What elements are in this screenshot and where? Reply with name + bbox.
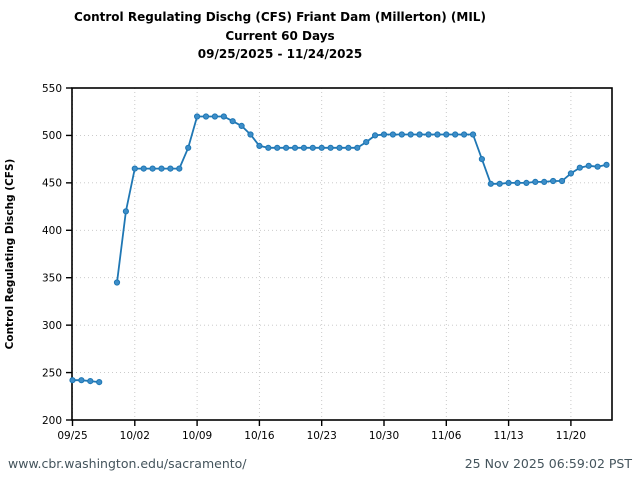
data-point: [238, 122, 245, 130]
data-point: [283, 144, 290, 151]
data-point: [185, 144, 192, 151]
data-point: [202, 113, 210, 120]
data-point: [318, 144, 325, 151]
data-point: [523, 179, 530, 186]
data-point: [469, 131, 477, 138]
x-tick-label: 10/16: [244, 430, 275, 442]
data-point: [131, 165, 138, 172]
data-point: [585, 162, 592, 169]
data-point: [96, 379, 103, 386]
data-point: [220, 113, 227, 120]
data-point: [158, 165, 165, 172]
y-tick-label: 500: [42, 130, 62, 142]
data-point: [274, 144, 281, 151]
data-point: [291, 144, 299, 151]
data-point: [327, 144, 334, 151]
data-point: [425, 131, 432, 138]
data-point: [149, 165, 156, 172]
y-tick-label: 250: [42, 367, 62, 379]
data-point: [300, 144, 307, 151]
data-point: [380, 131, 388, 138]
data-point: [389, 131, 396, 138]
y-tick-label: 450: [42, 178, 62, 190]
plot-frame: [71, 87, 613, 421]
chart-subtitle: Current 60 Days: [225, 28, 335, 43]
data-point: [416, 131, 423, 138]
data-point: [496, 180, 503, 187]
chart-title: Control Regulating Dischg (CFS) Friant D…: [74, 10, 486, 24]
data-point: [514, 179, 521, 186]
data-line: [71, 115, 608, 383]
x-tick-label: 09/25: [57, 430, 87, 442]
data-point: [576, 164, 583, 171]
chart-title-block: Control Regulating Dischg (CFS) Friant D…: [0, 8, 560, 64]
data-point: [336, 144, 343, 151]
data-point: [122, 208, 130, 215]
data-point: [256, 142, 263, 149]
data-point: [87, 378, 94, 385]
data-point: [78, 377, 85, 384]
footer-timestamp: 25 Nov 2025 06:59:02 PST: [464, 456, 632, 471]
x-tick-label: 10/02: [120, 430, 150, 442]
data-point: [558, 177, 566, 185]
chart-date-range: 09/25/2025 - 11/24/2025: [197, 47, 363, 62]
y-tick-label: 300: [42, 320, 62, 332]
data-point: [532, 178, 539, 185]
data-point: [443, 131, 450, 138]
x-tick-label: 11/13: [493, 430, 523, 442]
data-point: [247, 131, 254, 138]
data-point: [309, 144, 316, 151]
y-tick-label: 400: [42, 225, 62, 237]
data-point: [265, 144, 272, 151]
data-point: [194, 113, 201, 120]
data-point: [113, 279, 121, 286]
x-tick-label: 10/30: [369, 430, 399, 442]
data-point: [407, 131, 414, 138]
data-point: [541, 178, 548, 185]
data-point: [211, 113, 218, 120]
data-point: [505, 179, 512, 186]
y-tick-label: 550: [42, 83, 62, 95]
data-point: [603, 161, 610, 168]
data-point: [398, 131, 405, 138]
data-point: [363, 139, 370, 146]
data-point: [487, 180, 494, 187]
data-point: [550, 177, 557, 185]
footer-url: www.cbr.washington.edu/sacramento/: [8, 456, 247, 471]
data-point: [452, 131, 459, 138]
footer: www.cbr.washington.edu/sacramento/ 25 No…: [0, 452, 640, 480]
data-point: [176, 165, 183, 172]
data-point: [354, 144, 361, 151]
data-point: [69, 377, 76, 384]
x-tick-label: 11/20: [556, 430, 586, 442]
data-point: [478, 156, 485, 163]
data-point: [140, 165, 147, 172]
data-point: [594, 163, 601, 170]
data-point: [567, 170, 575, 177]
data-point: [167, 165, 174, 172]
y-tick-label: 350: [42, 273, 62, 285]
data-point: [434, 131, 441, 138]
data-point: [372, 132, 379, 139]
data-point: [461, 131, 468, 138]
x-tick-label: 11/06: [431, 430, 462, 442]
x-tick-label: 10/09: [182, 430, 212, 442]
data-point: [229, 118, 236, 125]
data-point: [345, 144, 352, 151]
y-tick-label: 200: [42, 415, 62, 427]
x-tick-label: 10/23: [307, 430, 337, 442]
